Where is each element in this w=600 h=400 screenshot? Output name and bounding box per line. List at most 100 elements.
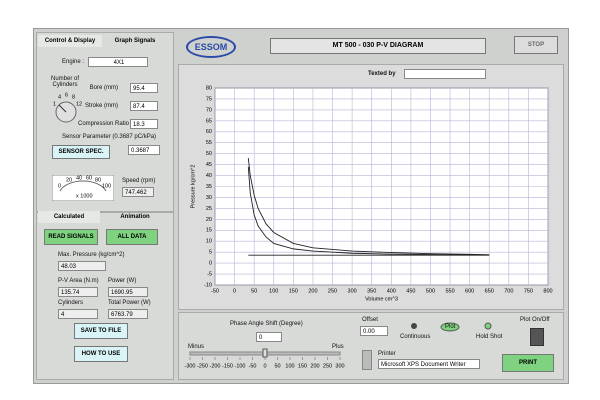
engine-field[interactable]: 4X1	[88, 57, 148, 67]
button[interactable]: ALL DATA	[106, 229, 158, 245]
gauge-tick: 0	[58, 183, 61, 189]
mode-leds	[411, 322, 492, 332]
label: Plus	[332, 344, 344, 350]
label: Minus	[188, 344, 205, 350]
y-tick-label: 80	[206, 85, 212, 91]
y-tick-label: -5	[207, 272, 212, 278]
y-tick-label: 50	[206, 151, 212, 157]
pv-graph: -50 0 50 100 150 200 250 300 350 400 450 500 550 600 6…	[190, 85, 552, 302]
y-tick-label: 25	[206, 206, 212, 212]
y-tick-label: 45	[206, 162, 212, 168]
tab[interactable]: Calculated	[38, 211, 100, 223]
gauge-arc	[59, 180, 107, 192]
gauge-tick: 100	[102, 183, 111, 189]
led[interactable]	[484, 322, 492, 330]
y-tick-label: 30	[206, 195, 212, 201]
knob[interactable]: 1 4 6 8 12	[48, 92, 84, 126]
slider-tick-label: 0	[263, 363, 266, 369]
y-tick-label: 5	[209, 250, 212, 256]
gauge-tick: 20	[66, 177, 72, 183]
button[interactable]: READ SIGNALS	[44, 229, 98, 245]
button[interactable]: SAVE TO FILE	[74, 323, 128, 339]
pv-curve	[247, 157, 490, 256]
gauge-tick: 40	[76, 175, 82, 181]
button[interactable]: PRINT	[502, 354, 554, 372]
tab[interactable]: Graph Signals	[114, 38, 156, 44]
led[interactable]	[411, 323, 417, 329]
x-tick-label: 700	[504, 288, 513, 294]
y-tick-label: 10	[206, 239, 212, 245]
slider-tick-label: -250	[197, 363, 208, 369]
x-tick-label: 600	[465, 288, 474, 294]
y-axis-label: Pressure kg/cm^2	[190, 165, 196, 209]
text-field[interactable]	[404, 69, 486, 79]
label: P-V Area (N.m)	[58, 278, 99, 284]
label: Power (W)	[108, 278, 137, 284]
slider-tick-label: 200	[310, 363, 319, 369]
y-tick-label: 20	[206, 217, 212, 223]
gauge-tick: 80	[95, 177, 101, 183]
x-tick-label: 250	[328, 288, 337, 294]
numeric-field[interactable]: 18.3	[130, 119, 158, 129]
gauge-unit: x 1000	[76, 193, 93, 199]
numeric-field[interactable]: 0.3687	[128, 145, 160, 155]
label: Speed (rpm)	[122, 178, 156, 184]
x-tick-label: 800	[543, 288, 552, 294]
y-tick-label: 60	[206, 129, 212, 135]
label: Phase Angle Shift (Degree)	[230, 321, 303, 327]
x-tick-label: 200	[308, 288, 317, 294]
x-tick-label: 0	[233, 288, 236, 294]
numeric-field[interactable]: 0	[256, 332, 282, 342]
numeric-indicator: 6763.79	[108, 309, 148, 319]
label: Compression Ratio	[78, 121, 130, 127]
spinner[interactable]	[362, 350, 372, 370]
y-tick-label: 55	[206, 140, 212, 146]
mode-label: Continuous	[400, 334, 431, 340]
label: Offset	[362, 317, 378, 323]
dial-label: 1	[53, 101, 56, 107]
slider-thumb[interactable]	[262, 348, 268, 358]
x-tick-label: 500	[426, 288, 435, 294]
y-tick-label: 35	[206, 184, 212, 190]
button[interactable]: STOP	[514, 36, 558, 54]
label: Bore (mm)	[89, 85, 118, 91]
numeric-field[interactable]: 87.4	[130, 101, 158, 111]
numeric-field[interactable]: 0.00	[360, 326, 388, 336]
numeric-field[interactable]: 95.4	[130, 83, 158, 93]
title-selector[interactable]: MT 500 - 030 P-V DIAGRAM	[270, 38, 486, 54]
label: Stroke (mm)	[85, 103, 118, 109]
slider-tick-label: -200	[209, 363, 220, 369]
knob-pointer	[58, 104, 67, 113]
numeric-indicator: 747.462	[122, 187, 154, 197]
y-tick-label: 0	[209, 261, 212, 267]
label: Plot On/Off	[520, 317, 550, 323]
y-tick-label: 40	[206, 173, 212, 179]
x-tick-label: 350	[367, 288, 376, 294]
tab[interactable]: Control & Display	[38, 35, 102, 47]
toggle-switch[interactable]	[530, 328, 544, 346]
numeric-indicator: 48.03	[58, 261, 106, 271]
x-tick-label: 450	[406, 288, 415, 294]
tab[interactable]: Animation	[120, 214, 150, 220]
printer-field[interactable]: Microsoft XPS Document Writer	[378, 359, 480, 369]
gauge: 0 20 40 60 80 100 x 1000	[52, 175, 114, 201]
x-tick-label: 750	[524, 288, 533, 294]
button[interactable]: SENSOR SPEC.	[52, 145, 110, 159]
slider-tick-label: -150	[222, 363, 233, 369]
slider[interactable]: -300 -250 -200 -150 -100 -50 0 50 100 150 200 250 30…	[182, 348, 348, 374]
x-tick-label: 400	[387, 288, 396, 294]
y-tick-label: 15	[206, 228, 212, 234]
y-tick-label: 75	[206, 96, 212, 102]
pv-curve	[247, 166, 490, 256]
x-axis-label: Volume cm^3	[365, 296, 398, 302]
numeric-indicator: 135.74	[58, 287, 98, 297]
slider-tick-label: 150	[298, 363, 307, 369]
x-tick-label: 300	[348, 288, 357, 294]
slider-tick-label: -100	[234, 363, 245, 369]
slider-tick-label: 250	[323, 363, 332, 369]
label: Max. Pressure (kg/cm^2)	[58, 252, 125, 258]
slider-tick-label: 50	[274, 363, 280, 369]
led[interactable]	[440, 322, 460, 332]
button[interactable]: HOW TO USE	[74, 346, 128, 362]
